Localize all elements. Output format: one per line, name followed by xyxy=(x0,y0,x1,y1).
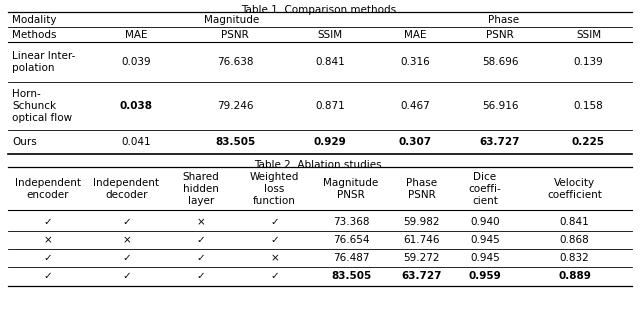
Text: PSNR: PSNR xyxy=(221,30,249,40)
Text: 61.746: 61.746 xyxy=(403,235,440,245)
Text: MAE: MAE xyxy=(404,30,426,40)
Text: Horn-
Schunck
optical flow: Horn- Schunck optical flow xyxy=(12,89,72,123)
Text: ✓: ✓ xyxy=(44,217,52,227)
Text: Table 1. Comparison methods.: Table 1. Comparison methods. xyxy=(241,5,399,15)
Text: ✓: ✓ xyxy=(270,235,279,245)
Text: 76.654: 76.654 xyxy=(333,235,369,245)
Text: 0.316: 0.316 xyxy=(400,57,430,67)
Text: Magnitude: Magnitude xyxy=(204,15,259,25)
Text: 0.889: 0.889 xyxy=(558,271,591,281)
Text: 0.940: 0.940 xyxy=(470,217,500,227)
Text: Magnitude
PNSR: Magnitude PNSR xyxy=(323,178,379,200)
Text: 76.638: 76.638 xyxy=(217,57,253,67)
Text: 0.841: 0.841 xyxy=(559,217,589,227)
Text: Velocity
coefficient: Velocity coefficient xyxy=(547,178,602,200)
Text: 0.038: 0.038 xyxy=(120,101,153,111)
Text: Weighted
loss
function: Weighted loss function xyxy=(250,172,299,206)
Text: Phase: Phase xyxy=(488,15,519,25)
Text: 83.505: 83.505 xyxy=(331,271,371,281)
Text: 59.982: 59.982 xyxy=(403,217,440,227)
Text: SSIM: SSIM xyxy=(576,30,601,40)
Text: 0.158: 0.158 xyxy=(573,101,604,111)
Text: 0.945: 0.945 xyxy=(470,235,500,245)
Text: 0.041: 0.041 xyxy=(122,137,151,147)
Text: Modality: Modality xyxy=(12,15,56,25)
Text: ✓: ✓ xyxy=(270,271,279,281)
Text: SSIM: SSIM xyxy=(317,30,342,40)
Text: 59.272: 59.272 xyxy=(403,253,440,263)
Text: ×: × xyxy=(44,235,52,245)
Text: 0.832: 0.832 xyxy=(559,253,589,263)
Text: ✓: ✓ xyxy=(270,217,279,227)
Text: ×: × xyxy=(270,253,279,263)
Text: 79.246: 79.246 xyxy=(217,101,253,111)
Text: 0.871: 0.871 xyxy=(315,101,345,111)
Text: 63.727: 63.727 xyxy=(401,271,442,281)
Text: 58.696: 58.696 xyxy=(482,57,518,67)
Text: Independent
encoder: Independent encoder xyxy=(15,178,81,200)
Text: Ours: Ours xyxy=(12,137,36,147)
Text: ✓: ✓ xyxy=(196,253,205,263)
Text: 0.467: 0.467 xyxy=(400,101,430,111)
Text: Phase
PSNR: Phase PSNR xyxy=(406,178,437,200)
Text: ×: × xyxy=(122,235,131,245)
Text: MAE: MAE xyxy=(125,30,148,40)
Text: 0.929: 0.929 xyxy=(314,137,346,147)
Text: ✓: ✓ xyxy=(122,253,131,263)
Text: 63.727: 63.727 xyxy=(480,137,520,147)
Text: Shared
hidden
layer: Shared hidden layer xyxy=(182,172,220,206)
Text: ✓: ✓ xyxy=(44,271,52,281)
Text: Dice
coeffi-
cient: Dice coeffi- cient xyxy=(468,172,501,206)
Text: Independent
decoder: Independent decoder xyxy=(93,178,159,200)
Text: 0.225: 0.225 xyxy=(572,137,605,147)
Text: ✓: ✓ xyxy=(122,271,131,281)
Text: ✓: ✓ xyxy=(196,235,205,245)
Text: 0.307: 0.307 xyxy=(399,137,431,147)
Text: Table 2. Ablation studies.: Table 2. Ablation studies. xyxy=(255,160,385,170)
Text: 0.039: 0.039 xyxy=(122,57,151,67)
Text: ✓: ✓ xyxy=(122,217,131,227)
Text: ✓: ✓ xyxy=(44,253,52,263)
Text: 76.487: 76.487 xyxy=(333,253,369,263)
Text: PSNR: PSNR xyxy=(486,30,514,40)
Text: 0.868: 0.868 xyxy=(559,235,589,245)
Text: 56.916: 56.916 xyxy=(482,101,518,111)
Text: ✓: ✓ xyxy=(196,271,205,281)
Text: 73.368: 73.368 xyxy=(333,217,369,227)
Text: 0.139: 0.139 xyxy=(573,57,604,67)
Text: 83.505: 83.505 xyxy=(215,137,255,147)
Text: ×: × xyxy=(196,217,205,227)
Text: Linear Inter-
polation: Linear Inter- polation xyxy=(12,51,76,73)
Text: Methods: Methods xyxy=(12,30,56,40)
Text: 0.945: 0.945 xyxy=(470,253,500,263)
Text: 0.959: 0.959 xyxy=(468,271,501,281)
Text: 0.841: 0.841 xyxy=(315,57,345,67)
